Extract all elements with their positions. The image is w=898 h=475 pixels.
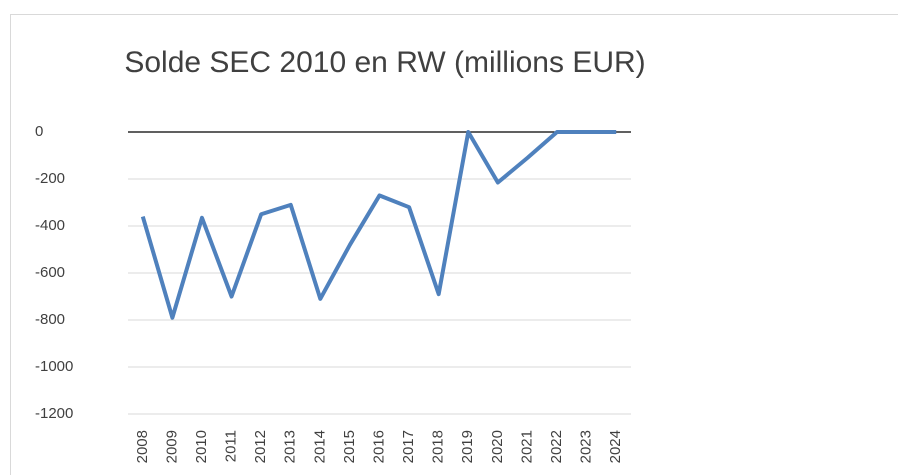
y-tick-label: 0: [35, 123, 43, 140]
x-tick-label: 2010: [193, 430, 210, 463]
y-tick-label: -400: [35, 217, 65, 234]
x-tick-label: 2021: [518, 430, 535, 463]
x-tick-label: 2024: [607, 430, 624, 463]
y-tick-label: -200: [35, 170, 65, 187]
x-tick-label: 2011: [223, 430, 240, 462]
x-tick-label: 2023: [578, 430, 595, 463]
x-tick-label: 2020: [489, 430, 506, 463]
x-tick-label: 2014: [311, 430, 328, 463]
x-tick-label: 2015: [341, 430, 358, 463]
chart-title: Solde SEC 2010 en RW (millions EUR): [124, 46, 645, 79]
chart-border: [10, 14, 898, 475]
x-tick-label: 2017: [400, 430, 417, 463]
x-tick-label: 2019: [459, 430, 476, 463]
x-tick-label: 2013: [282, 430, 299, 463]
x-tick-label: 2008: [134, 430, 151, 463]
x-tick-label: 2009: [163, 430, 180, 463]
x-tick-label: 2016: [370, 430, 387, 463]
y-tick-label: -800: [35, 311, 65, 328]
y-tick-label: -1200: [35, 405, 73, 422]
x-tick-label: 2022: [548, 430, 565, 463]
x-tick-label: 2018: [430, 430, 447, 463]
series-line: [140, 130, 617, 320]
y-tick-label: -1000: [35, 358, 73, 375]
y-tick-label: -600: [35, 264, 65, 281]
x-tick-label: 2012: [252, 430, 269, 463]
